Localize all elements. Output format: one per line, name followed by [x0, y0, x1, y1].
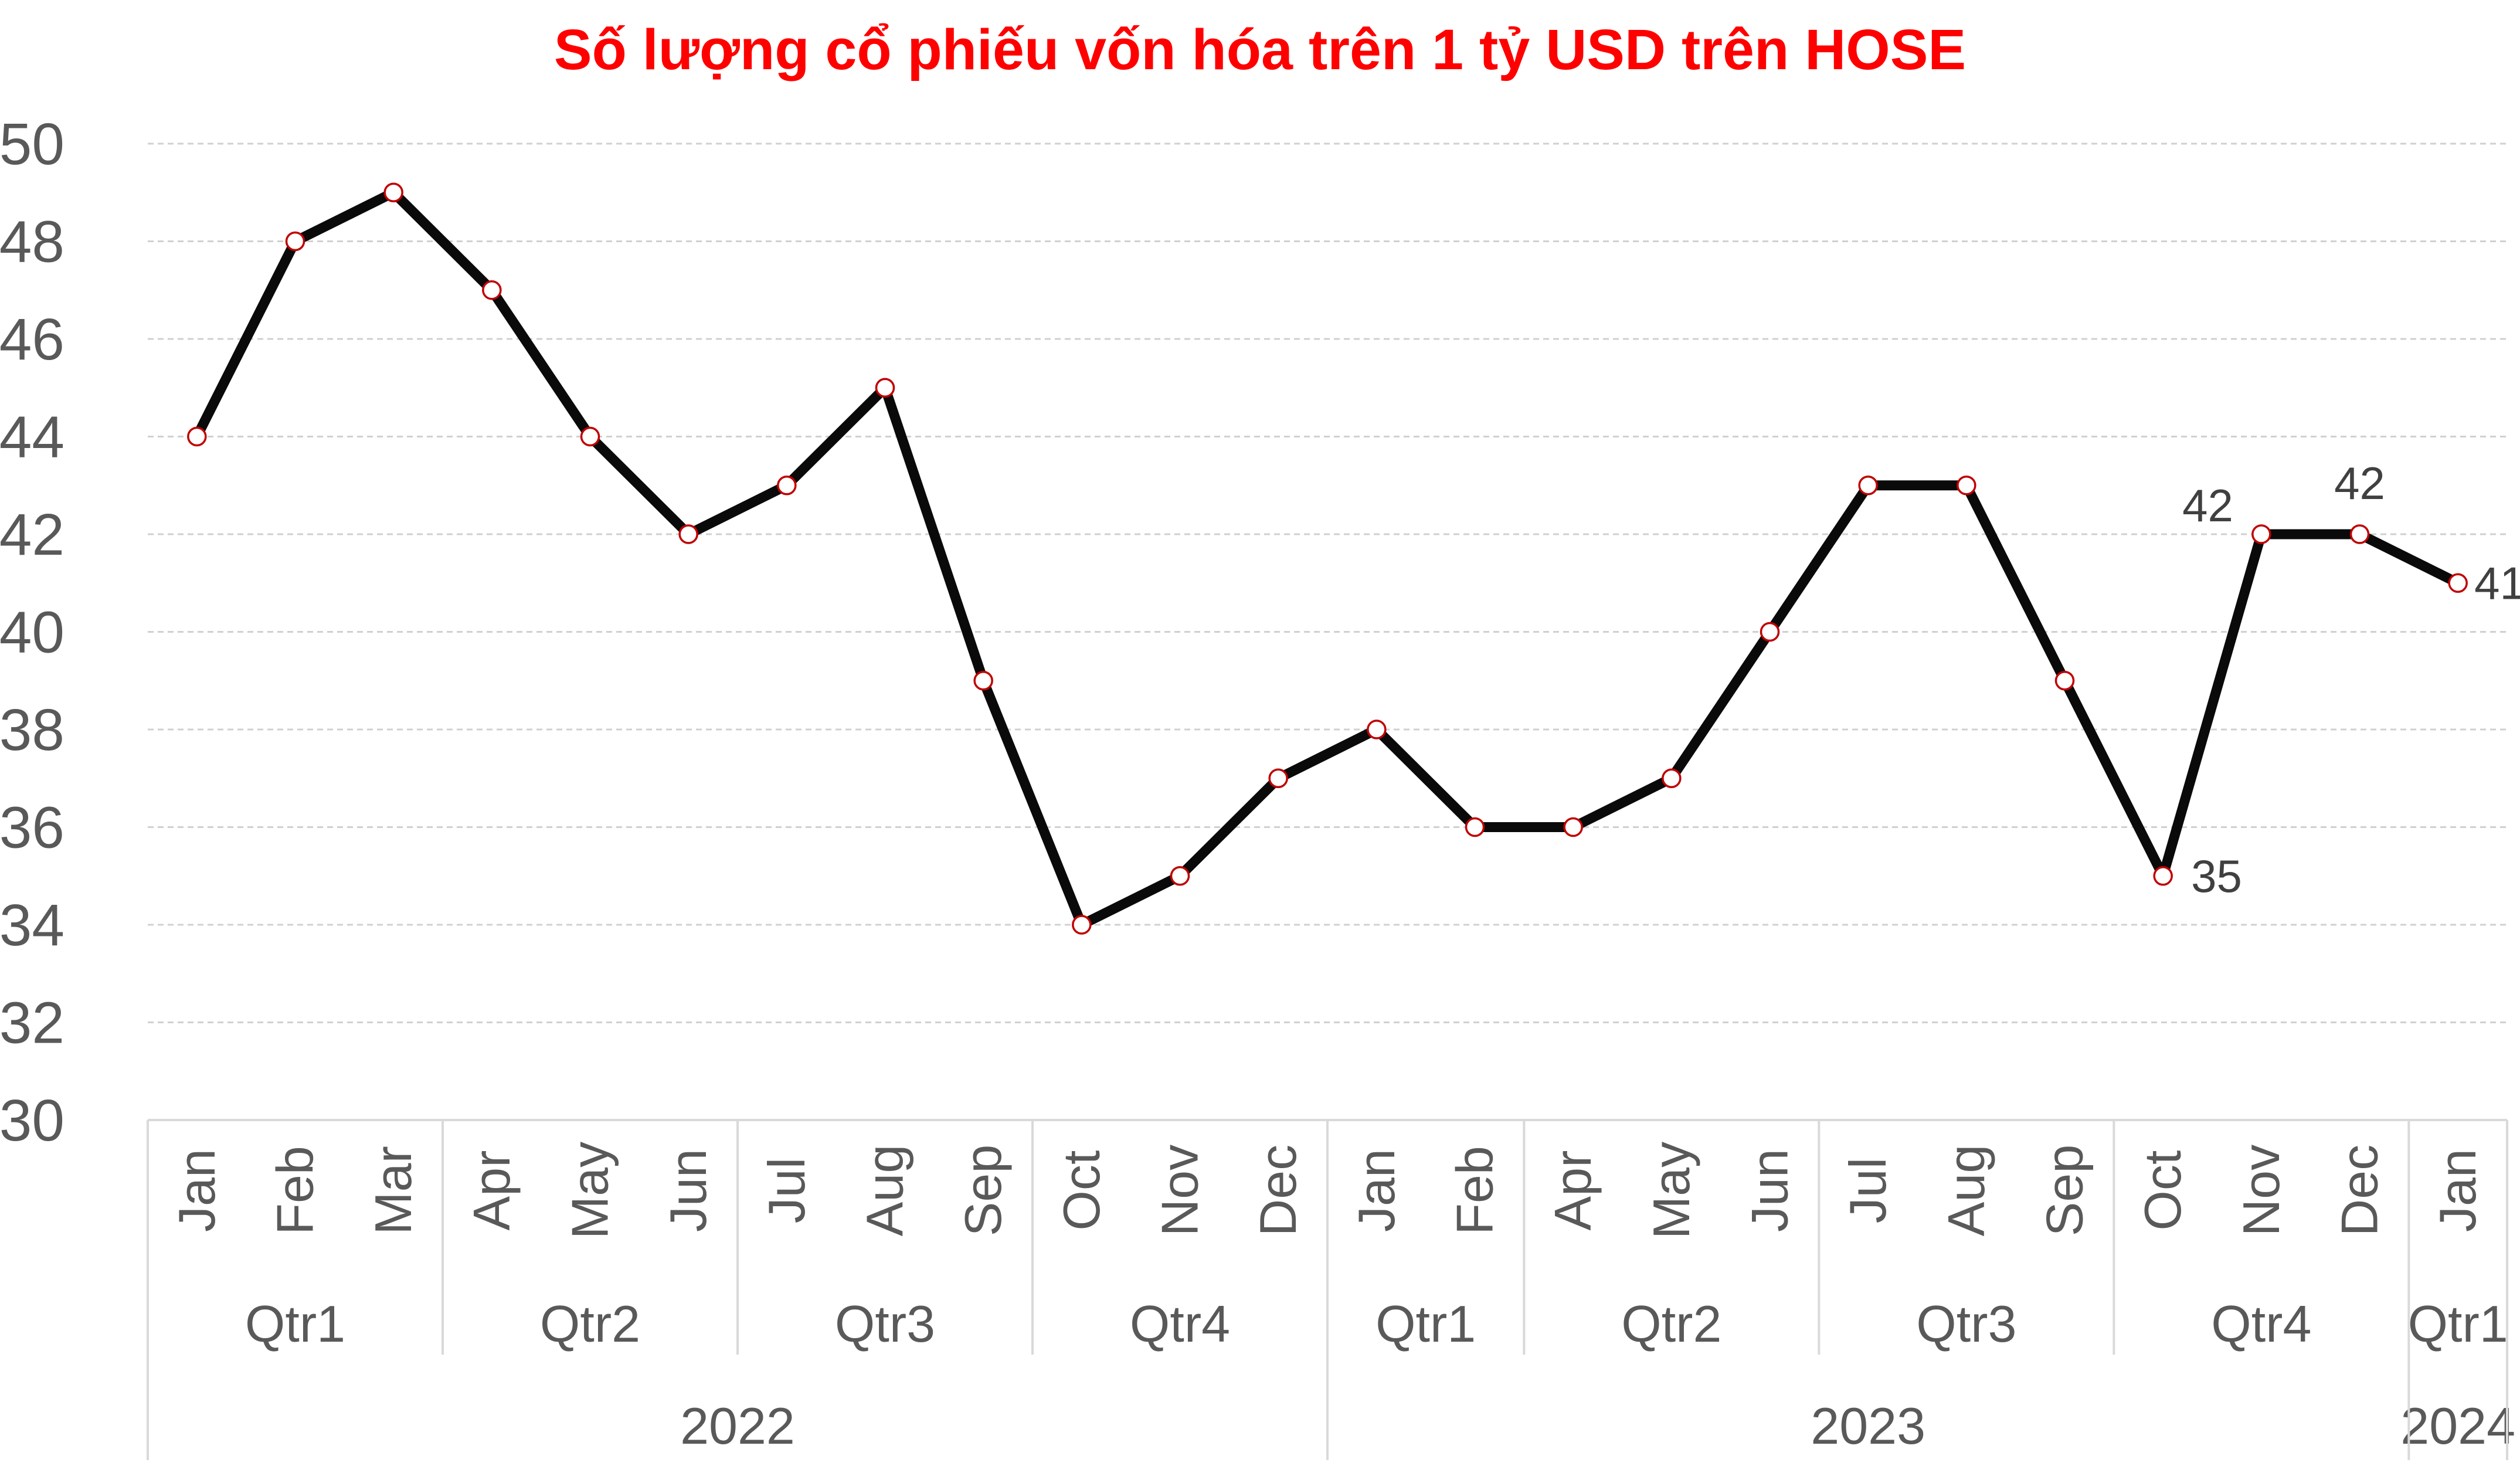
data-point	[1268, 768, 1288, 788]
x-tick-label: Jul	[1839, 1158, 1897, 1224]
quarter-label: Qtr4	[1130, 1295, 1230, 1353]
quarter-label: Qtr4	[2211, 1295, 2311, 1353]
data-point	[2054, 671, 2075, 691]
x-tick-label: Apr	[463, 1151, 521, 1231]
data-point	[1465, 817, 1485, 837]
x-tick-label: May	[1642, 1142, 1700, 1239]
quarter-label: Qtr3	[1916, 1295, 2016, 1353]
x-tick-label: Apr	[1544, 1151, 1602, 1231]
x-tick-label: Dec	[1249, 1145, 1307, 1237]
chart-title: Số lượng cổ phiếu vốn hóa trên 1 tỷ USD …	[554, 18, 1966, 82]
x-tick-label: Dec	[2331, 1145, 2389, 1237]
quarter-label: Qtr3	[835, 1295, 935, 1353]
y-tick-label: 30	[0, 1088, 64, 1153]
year-label: 2023	[1811, 1397, 1925, 1455]
data-point	[1858, 476, 1878, 496]
y-tick-label: 42	[0, 502, 64, 568]
data-point	[1662, 768, 1682, 788]
year-label: 2024	[2400, 1397, 2515, 1455]
data-point	[2448, 573, 2468, 593]
data-point	[1760, 622, 1780, 642]
y-tick-label: 48	[0, 209, 64, 275]
data-point	[285, 231, 305, 252]
data-point	[2153, 866, 2173, 886]
x-tick-label: Feb	[266, 1146, 324, 1235]
x-tick-label: Jan	[1347, 1149, 1405, 1232]
grid-layer	[148, 142, 2507, 1023]
x-tick-label: Sep	[954, 1145, 1012, 1237]
y-tick-label: 40	[0, 600, 64, 666]
data-point	[1072, 915, 1092, 935]
x-tick-label: May	[561, 1142, 619, 1239]
y-tick-label: 44	[0, 405, 64, 470]
y-tick-label: 32	[0, 990, 64, 1056]
x-tick-label: Oct	[2134, 1151, 2192, 1231]
quarter-label: Qtr1	[1376, 1295, 1476, 1353]
x-tick-label: Jul	[758, 1158, 816, 1224]
x-axis: Jan Feb Mar Apr May Jun Jul Aug Sep Oct Nov Dec Jan F…	[147, 1119, 2515, 1460]
y-tick-label: 46	[0, 307, 64, 372]
data-point	[2251, 524, 2271, 544]
data-point	[875, 378, 895, 398]
y-tick-label: 50	[0, 111, 64, 177]
data-point	[2349, 524, 2370, 544]
x-tick-label: Aug	[856, 1145, 914, 1237]
data-label: 42	[2182, 480, 2233, 531]
series-line	[192, 187, 2463, 930]
data-label: 41	[2474, 557, 2520, 609]
y-tick-label: 34	[0, 893, 64, 958]
data-point	[1563, 817, 1583, 837]
data-point	[678, 524, 698, 544]
x-tick-label: Jan	[168, 1149, 226, 1232]
x-tick-label: Oct	[1052, 1151, 1110, 1231]
data-point	[482, 280, 502, 300]
y-axis: 30 32 34 36 38 40 42 44 46 48 50	[0, 111, 64, 1153]
quarter-label: Qtr1	[2408, 1295, 2508, 1353]
y-tick-label: 36	[0, 795, 64, 861]
data-point	[187, 426, 207, 447]
x-tick-label: Jun	[659, 1149, 717, 1232]
x-tick-label: Jun	[1741, 1149, 1799, 1232]
quarter-label: Qtr2	[1621, 1295, 1721, 1353]
year-label: 2022	[680, 1397, 795, 1455]
data-label-layer: 35 42 42 41	[2182, 457, 2520, 902]
data-point	[1957, 476, 1976, 496]
data-label: 35	[2191, 850, 2242, 902]
y-tick-label: 38	[0, 697, 64, 763]
quarter-label: Qtr2	[540, 1295, 640, 1353]
x-tick-label: Sep	[2036, 1145, 2094, 1237]
data-point	[1170, 866, 1190, 886]
data-point	[383, 182, 403, 202]
x-tick-label: Jan	[2429, 1149, 2487, 1232]
data-point	[973, 671, 993, 691]
x-tick-label: Nov	[2232, 1145, 2290, 1237]
x-tick-label: Aug	[1937, 1145, 1995, 1237]
x-tick-label: Feb	[1446, 1146, 1504, 1235]
x-tick-label: Nov	[1151, 1145, 1209, 1237]
series-layer	[187, 182, 2468, 935]
data-label: 42	[2334, 457, 2385, 509]
data-point	[1367, 720, 1387, 739]
data-point	[777, 476, 797, 496]
x-tick-label: Mar	[364, 1146, 422, 1235]
quarter-label: Qtr1	[245, 1295, 345, 1353]
data-point	[580, 426, 600, 447]
